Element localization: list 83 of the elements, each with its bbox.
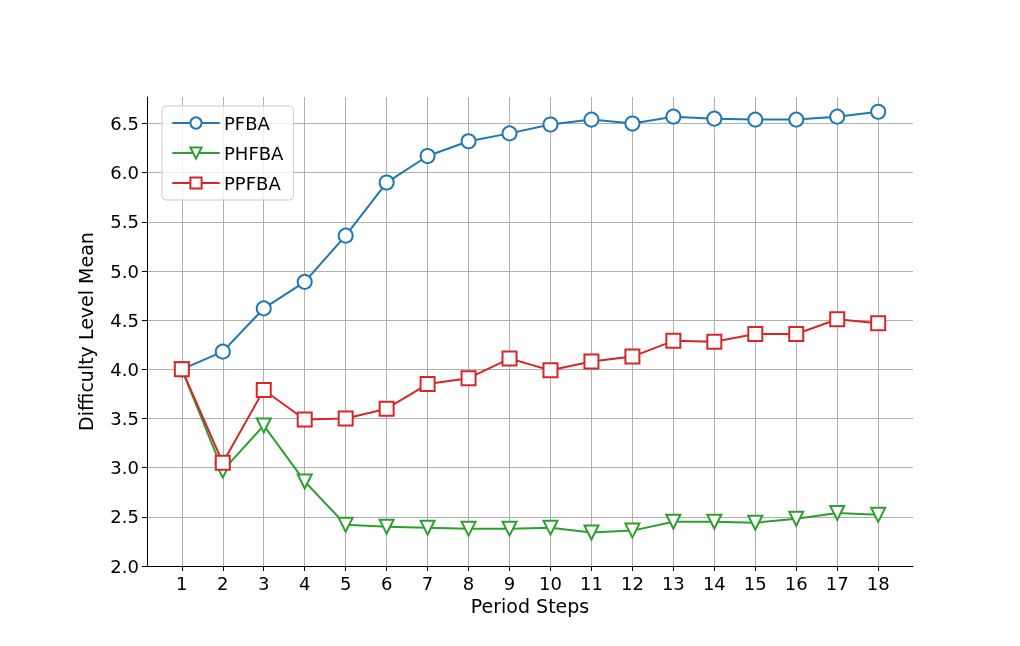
point xyxy=(419,519,436,536)
y-tick-label: 4.0 xyxy=(110,358,139,380)
point xyxy=(296,273,313,290)
point xyxy=(870,103,887,120)
point xyxy=(665,108,682,125)
point xyxy=(583,524,600,541)
point xyxy=(583,353,600,370)
point xyxy=(624,115,641,132)
x-tick-label: 12 xyxy=(620,572,644,594)
y-tick-label: 3.5 xyxy=(110,408,139,430)
point xyxy=(542,362,559,379)
point xyxy=(419,376,436,393)
x-tick-label: 3 xyxy=(258,572,270,594)
y-tick-label: 6.0 xyxy=(110,162,139,184)
x-tick-label: 17 xyxy=(825,572,849,594)
point xyxy=(214,343,231,360)
x-axis-title: Period Steps xyxy=(470,595,590,618)
x-tick-label: 7 xyxy=(421,572,434,594)
point xyxy=(255,382,272,398)
x-tick-label: 5 xyxy=(339,572,352,594)
point xyxy=(255,300,272,317)
point xyxy=(706,110,723,127)
y-tick-label: 3.0 xyxy=(110,457,139,479)
y-tick-label: 5.0 xyxy=(110,260,139,282)
x-tick-label: 8 xyxy=(462,572,475,594)
x-tick-label: 14 xyxy=(702,572,726,594)
legend-label: PFBA xyxy=(224,112,271,134)
point xyxy=(337,516,354,533)
x-tick-label: 4 xyxy=(298,572,311,594)
point xyxy=(829,504,846,521)
point xyxy=(460,133,477,150)
point xyxy=(460,520,477,537)
point xyxy=(747,325,764,342)
point xyxy=(460,370,477,387)
point xyxy=(624,348,641,365)
x-tick-label: 13 xyxy=(661,572,685,594)
point xyxy=(337,227,354,244)
legend-label: PPFBA xyxy=(224,172,282,194)
x-tick-label: 18 xyxy=(866,572,890,594)
y-axis-title: Difficulty Level Mean xyxy=(74,232,97,431)
point xyxy=(542,519,559,536)
x-tick-label: 1 xyxy=(176,572,188,594)
point xyxy=(337,410,354,427)
point xyxy=(542,116,559,133)
point xyxy=(870,315,887,332)
point xyxy=(624,522,641,539)
point xyxy=(378,174,395,191)
x-tick-label: 2 xyxy=(217,572,229,594)
x-tick-label: 16 xyxy=(784,572,808,594)
point xyxy=(665,332,682,349)
point xyxy=(296,473,313,490)
point xyxy=(706,333,723,350)
legend-label: PHFBA xyxy=(224,142,285,164)
point xyxy=(706,513,723,530)
point xyxy=(501,520,518,537)
x-tick-label: 6 xyxy=(380,572,393,594)
point xyxy=(214,454,231,471)
point xyxy=(296,411,313,428)
point xyxy=(788,510,805,527)
y-tick-label: 4.5 xyxy=(110,309,139,331)
point xyxy=(747,111,764,128)
point xyxy=(419,148,436,164)
point xyxy=(378,518,395,535)
point xyxy=(870,506,887,523)
y-tick-label: 6.5 xyxy=(110,113,139,135)
point xyxy=(501,125,518,142)
y-tick-label: 5.5 xyxy=(110,211,139,233)
x-tick-label: 9 xyxy=(503,572,516,594)
x-tick-label: 10 xyxy=(539,572,562,594)
point xyxy=(378,400,395,417)
y-tick-label: 2.0 xyxy=(110,555,139,577)
point xyxy=(255,417,272,434)
point xyxy=(583,111,600,128)
point xyxy=(829,311,846,328)
point xyxy=(829,108,846,125)
point xyxy=(747,514,764,531)
point xyxy=(788,325,805,342)
y-tick-label: 2.5 xyxy=(110,506,139,528)
x-tick-label: 11 xyxy=(579,572,603,594)
point xyxy=(788,111,805,128)
point xyxy=(501,350,518,367)
x-tick-label: 15 xyxy=(743,572,767,594)
point xyxy=(665,513,682,530)
